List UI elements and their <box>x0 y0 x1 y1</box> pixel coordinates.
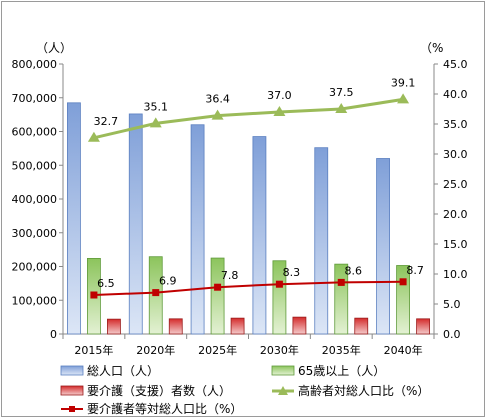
point-elderly-ratio <box>87 131 100 142</box>
bar-total-population <box>67 102 81 335</box>
legend-label-elderly-ratio: 高齢者対総人口比（%） <box>298 383 429 398</box>
point-elderly-ratio <box>335 103 348 113</box>
point-care-ratio <box>90 291 98 299</box>
right-tick-label: 45.0 <box>443 58 468 71</box>
right-tick-label: 5.0 <box>443 298 461 311</box>
data-label-care-ratio: 8.7 <box>406 264 424 277</box>
data-label-care-ratio: 8.6 <box>345 264 363 277</box>
point-care-ratio <box>214 283 222 291</box>
point-care-ratio <box>152 289 160 297</box>
right-tick-label: 35.0 <box>443 118 468 131</box>
data-label-care-ratio: 6.5 <box>97 277 115 290</box>
point-elderly-ratio <box>211 109 224 120</box>
left-tick-label: 0 <box>50 328 57 341</box>
bar-care-recipients <box>292 316 307 335</box>
legend: 総人口（人） 65歳以上（人） 要介護（支援）者数（人） 高齢者対総人口比（%）… <box>60 364 429 416</box>
left-axis-unit: （人） <box>36 41 72 55</box>
bar-care-recipients <box>230 317 245 335</box>
bar-total-population <box>252 136 267 335</box>
x-tick-label: 2020年 <box>136 343 175 357</box>
x-tick-label: 2025年 <box>198 343 237 357</box>
x-tick-label: 2015年 <box>74 343 113 357</box>
right-tick-label: 15.0 <box>443 238 468 251</box>
data-label-care-ratio: 8.3 <box>283 266 301 279</box>
left-tick-label: 400,000 <box>12 193 58 206</box>
left-tick-label: 200,000 <box>12 261 58 274</box>
point-elderly-ratio <box>149 117 162 128</box>
left-tick-label: 300,000 <box>12 227 58 240</box>
data-label-elderly-ratio: 35.1 <box>144 100 169 113</box>
bars <box>67 102 430 335</box>
point-elderly-ratio <box>273 106 286 116</box>
data-label-elderly-ratio: 39.1 <box>391 76 416 89</box>
data-label-elderly-ratio: 37.0 <box>267 89 292 102</box>
bar-care-recipients <box>168 318 183 335</box>
bar-care-recipients <box>354 317 369 335</box>
bar-total-population <box>314 147 329 335</box>
bar-65-plus <box>210 257 225 335</box>
bar-total-population <box>128 113 143 335</box>
axes: 0 100,000 200,000 300,000 400,000 500,000 600,… <box>12 58 468 357</box>
bar-total-population <box>190 124 205 335</box>
legend-swatch-65-plus <box>271 365 295 376</box>
data-label-care-ratio: 6.9 <box>159 275 177 288</box>
right-tick-label: 10.0 <box>443 268 468 281</box>
data-label-elderly-ratio: 36.4 <box>205 93 230 106</box>
x-tick-label: 2030年 <box>260 343 299 357</box>
right-tick-label: 30.0 <box>443 148 468 161</box>
left-tick-label: 500,000 <box>12 159 58 172</box>
legend-marker-care-ratio <box>69 406 75 412</box>
left-tick-label: 800,000 <box>12 58 58 71</box>
legend-label-total-population: 総人口（人） <box>87 364 159 378</box>
data-label-elderly-ratio: 37.5 <box>329 86 354 99</box>
bar-65-plus <box>272 260 287 335</box>
line-care-ratio <box>93 280 404 296</box>
data-label-care-ratio: 7.8 <box>221 269 239 282</box>
point-care-ratio <box>275 280 283 288</box>
data-label-elderly-ratio: 32.7 <box>94 115 119 128</box>
lines <box>87 93 410 299</box>
legend-swatch-care-recipients <box>60 385 84 396</box>
point-care-ratio <box>399 278 407 286</box>
bar-care-recipients <box>416 318 430 335</box>
legend-label-care-recipients: 要介護（支援）者数（人） <box>87 383 231 398</box>
bar-care-recipients <box>107 318 121 335</box>
point-elderly-ratio <box>397 93 410 104</box>
right-tick-label: 20.0 <box>443 208 468 221</box>
bar-total-population <box>376 158 390 335</box>
legend-swatch-total-population <box>60 365 84 376</box>
legend-label-care-ratio: 要介護者等対総人口比（%） <box>87 401 242 416</box>
point-care-ratio <box>337 278 345 286</box>
right-tick-label: 40.0 <box>443 88 468 101</box>
left-tick-label: 600,000 <box>12 126 58 139</box>
x-tick-label: 2035年 <box>322 343 361 357</box>
legend-marker-elderly-ratio <box>278 386 288 395</box>
right-tick-label: 0.0 <box>443 328 461 341</box>
left-tick-label: 700,000 <box>12 92 58 105</box>
right-axis-unit: （% <box>420 41 443 55</box>
x-tick-label: 2040年 <box>384 343 423 357</box>
legend-label-65-plus: 65歳以上（人） <box>298 364 385 378</box>
left-tick-label: 100,000 <box>12 294 58 307</box>
right-tick-label: 25.0 <box>443 178 468 191</box>
data-labels: 32.7 35.1 36.4 37.0 37.5 39.1 6.5 6.9 7.8 8.3 8.6 8… <box>94 76 424 290</box>
line-elderly-ratio <box>93 97 404 140</box>
